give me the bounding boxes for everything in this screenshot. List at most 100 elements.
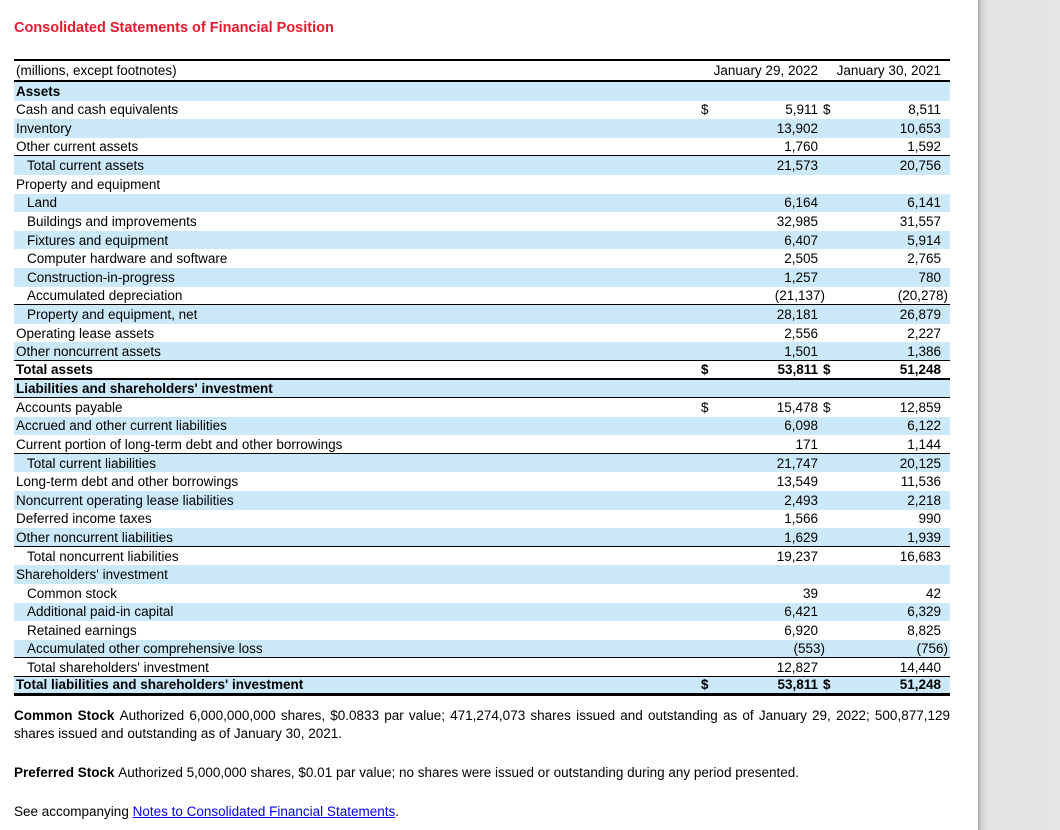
notes-to-financial-statements-link[interactable]: Notes to Consolidated Financial Statemen…	[132, 803, 396, 819]
value-number: 10,653	[899, 120, 941, 136]
row-label: Accumulated depreciation	[27, 287, 183, 303]
value-number: 21,573	[776, 158, 818, 174]
value-number: 2,227	[907, 325, 941, 341]
value-number: 28,181	[776, 306, 818, 322]
table-row: Property and equipment, net 28,181 26,879	[14, 305, 950, 324]
table-row: Total liabilities and shareholders' inve…	[14, 677, 950, 696]
table-row: Cash and cash equivalents $5,911 $8,511	[14, 100, 950, 120]
row-value-c1: 1,629	[701, 530, 818, 545]
value-number: 51,248	[899, 677, 941, 693]
row-value-c2: 31,557	[823, 214, 950, 229]
footnote-common-stock-label: Common Stock	[14, 707, 120, 723]
row-label: Current portion of long-term debt and ot…	[16, 436, 343, 452]
table-row: Property and equipment	[14, 174, 950, 194]
row-label: Accrued and other current liabilities	[16, 418, 227, 434]
row-value-c1: 6,421	[701, 604, 818, 619]
table-row: Noncurrent operating lease liabilities 2,…	[14, 491, 950, 510]
value-number: 6,164	[784, 195, 818, 211]
page-title: Consolidated Statements of Financial Pos…	[14, 20, 334, 36]
value-number: 8,825	[907, 623, 941, 639]
row-value-c1: 6,920	[701, 623, 818, 638]
row-value-c1: 21,747	[701, 456, 818, 471]
value-number: 16,683	[899, 548, 941, 564]
table-row: Total assets $53,811 $51,248	[14, 360, 950, 380]
row-label: Total current assets	[27, 158, 145, 174]
table-row: Total current assets 21,573 20,756	[14, 156, 950, 175]
value-number: 6,141	[907, 195, 941, 211]
row-value-c2: $8,511	[823, 102, 950, 117]
table-row: Long-term debt and other borrowings 13,54…	[14, 472, 950, 492]
row-value-c1: 39	[701, 586, 818, 601]
value-number: 53,811	[777, 677, 818, 693]
row-value-c1: 2,505	[701, 251, 818, 266]
dollar-sign: $	[823, 399, 831, 415]
value-number: 1,257	[784, 269, 818, 285]
value-number: 2,505	[784, 251, 818, 267]
table-row: Current portion of long-term debt and ot…	[14, 435, 950, 454]
table-row: Other current assets 1,760 1,592	[14, 137, 950, 157]
table-body: Assets Cash and cash equivalents $5,911 $8,…	[14, 82, 950, 696]
dollar-sign: $	[701, 677, 709, 693]
row-value-c2: $12,859	[823, 400, 950, 415]
row-value-c2: $51,248	[823, 677, 950, 692]
row-value-c2: 14,440	[823, 660, 950, 675]
value-number: 32,985	[776, 213, 818, 229]
value-number: 6,407	[784, 232, 818, 248]
value-number: 31,557	[899, 213, 941, 229]
value-number: 51,248	[899, 361, 941, 377]
table-row: Accounts payable $15,478 $12,859	[14, 398, 950, 417]
value-number: 6,920	[784, 623, 818, 639]
row-value-c2: 2,218	[823, 493, 950, 508]
table-row: Buildings and improvements 32,985 31,557	[14, 212, 950, 231]
row-label: Construction-in-progress	[27, 269, 175, 285]
row-value-c2: 42	[823, 586, 950, 601]
table-row: Shareholders' investment	[14, 565, 950, 585]
document-page: Consolidated Statements of Financial Pos…	[14, 20, 950, 821]
row-value-c1: $53,811	[701, 362, 818, 377]
value-number: 21,747	[776, 455, 818, 471]
see-accompanying-note: See accompanying Notes to Consolidated F…	[14, 803, 950, 821]
table-row: Construction-in-progress 1,257 780	[14, 267, 950, 287]
value-number: 1,386	[907, 343, 941, 359]
viewer-background	[978, 0, 1060, 830]
row-value-c2: 1,939	[823, 530, 950, 545]
row-value-c2: 2,227	[823, 326, 950, 341]
row-value-c1: 171	[701, 437, 818, 452]
value-number: 53,811	[777, 361, 818, 377]
row-label: Inventory	[16, 120, 72, 136]
row-label: Total liabilities and shareholders' inve…	[16, 677, 304, 693]
row-value-c2: 6,141	[823, 195, 950, 210]
row-label: Cash and cash equivalents	[16, 102, 179, 118]
see-accompanying-prefix: See accompanying	[14, 803, 133, 819]
row-value-c1: 2,556	[701, 326, 818, 341]
table-row: Retained earnings 6,920 8,825	[14, 621, 950, 640]
value-number: 14,440	[899, 659, 941, 675]
value-number: 1,592	[907, 139, 941, 155]
footnote-preferred-stock: Preferred Stock Authorized 5,000,000 sha…	[14, 764, 950, 782]
value-number: 1,144	[907, 436, 941, 452]
value-number: 19,237	[776, 548, 818, 564]
row-label: Land	[27, 195, 58, 211]
value-number: 13,549	[776, 474, 818, 490]
table-row: Total noncurrent liabilities 19,237 16,683	[14, 546, 950, 566]
row-label: Other current assets	[16, 139, 139, 155]
row-value-c2: 26,879	[823, 307, 950, 322]
value-number: 1,939	[907, 529, 941, 545]
row-value-c2: (20,278)	[823, 288, 950, 303]
row-value-c1: $15,478	[701, 400, 818, 415]
value-number: 15,478	[776, 399, 818, 415]
value-number: 1,760	[784, 139, 818, 155]
dollar-sign: $	[823, 102, 831, 118]
column-header-2021: January 30, 2021	[836, 63, 941, 78]
value-number: 2,556	[784, 325, 818, 341]
value-number: 6,421	[784, 604, 818, 620]
value-number: 20,125	[899, 455, 941, 471]
row-value-c2: 780	[823, 270, 950, 285]
table-row: Accumulated other comprehensive loss (553…	[14, 639, 950, 659]
value-number: 780	[918, 269, 941, 285]
value-number: (756)	[916, 641, 948, 657]
row-value-c2: (756)	[823, 641, 950, 656]
table-row: Deferred income taxes 1,566 990	[14, 509, 950, 529]
table-row: Total shareholders' investment 12,827 14,4…	[14, 658, 950, 677]
value-number: 8,511	[908, 102, 941, 118]
